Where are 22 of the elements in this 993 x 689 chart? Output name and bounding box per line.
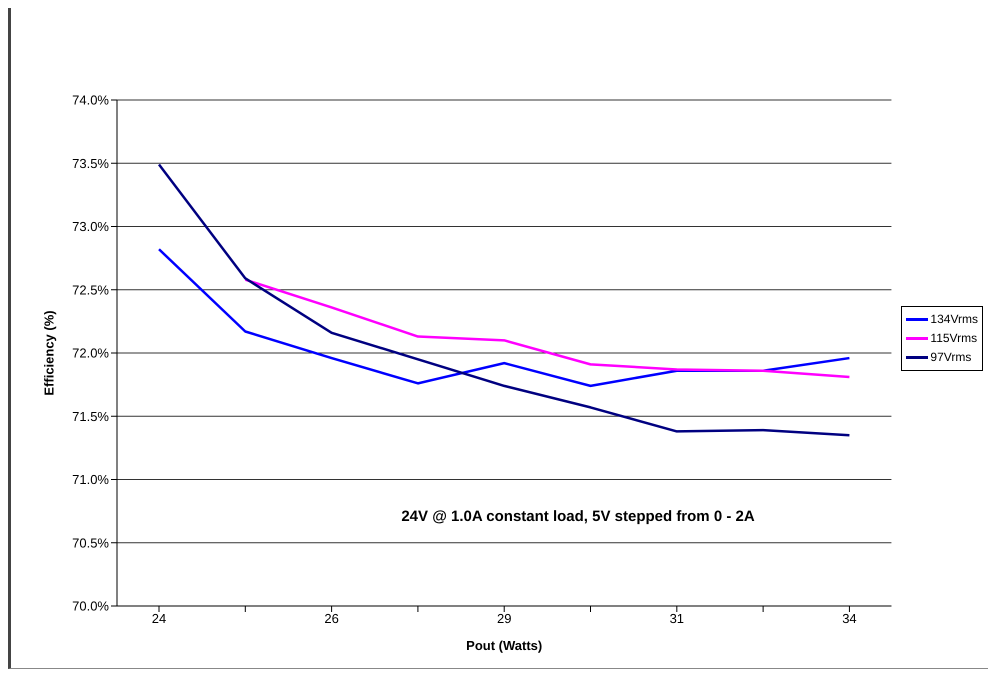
- y-tick-label: 70.5%: [72, 535, 110, 550]
- y-tick-label: 71.0%: [72, 472, 110, 488]
- line-series: [158, 163, 851, 436]
- legend-label: 134Vrms: [930, 312, 978, 326]
- annotation: 24V @ 1.0A constant load, 5V stepped from 0 - 2A: [401, 508, 755, 525]
- x-tick-label: 31: [670, 611, 684, 626]
- legend-label: 115Vrms: [930, 331, 978, 345]
- x-tick-label: 29: [496, 611, 512, 626]
- y-tick-label: 74.0%: [72, 92, 110, 108]
- y-tick-label: 73.0%: [72, 219, 110, 234]
- y-tick-label: 70.0%: [72, 598, 110, 614]
- line-series: [244, 278, 851, 378]
- y-tick-label: 71.5%: [72, 408, 110, 424]
- x-tick-label: 26: [324, 611, 339, 626]
- legend-label: 97Vrms: [930, 350, 972, 364]
- x-tick-label: 34: [842, 611, 857, 626]
- x-tick-label: 24: [152, 611, 166, 626]
- x-axis-title: Pout (Watts): [466, 638, 542, 653]
- y-tick-label: 73.5%: [72, 156, 110, 171]
- y-axis-title: Efficiency (%): [42, 310, 57, 396]
- y-tick-label: 72.0%: [72, 346, 110, 361]
- y-tick-label: 72.5%: [72, 282, 110, 298]
